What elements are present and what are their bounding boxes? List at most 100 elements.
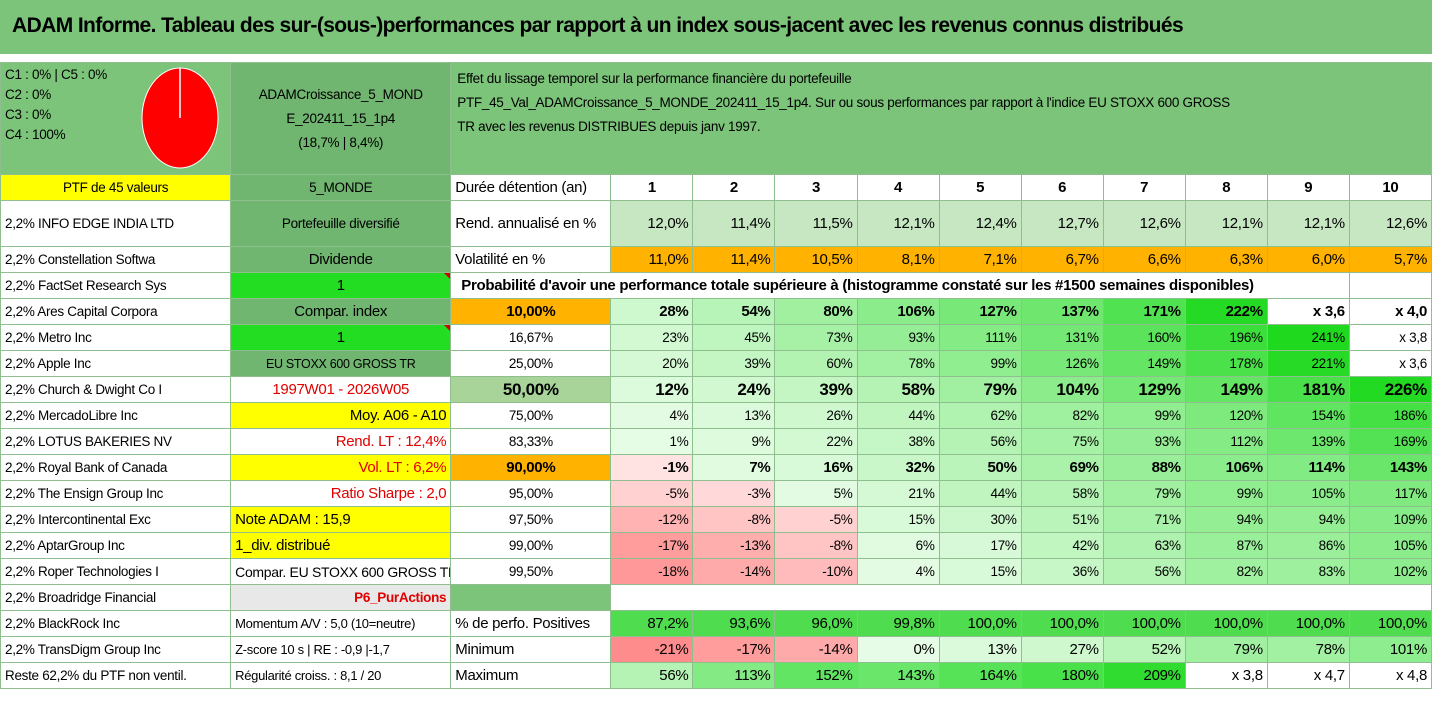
stat-cell: 52% [1102, 636, 1186, 663]
probability-cell: 24% [692, 376, 776, 403]
probability-cell: 58% [856, 376, 940, 403]
probability-cell: 86% [1266, 532, 1350, 559]
vol-cell: 7,1% [938, 246, 1022, 273]
stat-cell: 79% [1184, 636, 1268, 663]
probability-cell: 50% [938, 454, 1022, 481]
probability-cell: 139% [1266, 428, 1350, 455]
probability-cell: 16% [774, 454, 858, 481]
probability-row: 2,2% Metro Inc 1 16,67% 23% 45% 73% 93% 111% 131… [0, 324, 1432, 351]
probability-cell: 39% [774, 376, 858, 403]
probability-row: 2,2% AptarGroup Inc 1_div. distribué 99,00… [0, 532, 1432, 559]
probability-cell: 241% [1266, 324, 1350, 351]
probability-cell: -13% [692, 532, 776, 559]
empty-band [610, 584, 1432, 611]
probability-cell: 21% [856, 480, 940, 507]
vol-cell: 6,0% [1266, 246, 1350, 273]
probability-level: 50,00% [450, 376, 612, 403]
probability-cell: 56% [1102, 558, 1186, 585]
probability-cell: 83% [1266, 558, 1350, 585]
year-7: 7 [1102, 174, 1186, 201]
legend-c1-c5: C1 : 0% | C5 : 0% [5, 67, 107, 82]
momentum: Momentum A/V : 5,0 (10=neutre) [230, 610, 452, 637]
probability-cell: 104% [1020, 376, 1104, 403]
probability-level: 83,33% [450, 428, 612, 455]
stat-cell: 143% [856, 662, 940, 689]
holding-row: 2,2% AptarGroup Inc [0, 532, 232, 559]
sharpe-ratio: Ratio Sharpe : 2,0 [230, 480, 452, 507]
probability-cell: 30% [938, 506, 1022, 533]
selector-cell-1[interactable]: 1 [230, 272, 452, 299]
probability-cell: 78% [856, 350, 940, 377]
legend-c2: C2 : 0% [5, 87, 51, 102]
probability-cell: 106% [1184, 454, 1268, 481]
probability-level: 90,00% [450, 454, 612, 481]
probability-cell: 105% [1348, 532, 1432, 559]
probability-cell: 39% [692, 350, 776, 377]
probability-cell: 17% [938, 532, 1022, 559]
year-2: 2 [692, 174, 776, 201]
vol-cell: 11,4% [692, 246, 776, 273]
holding-row: 2,2% Ares Capital Corpora [0, 298, 232, 325]
probability-cell: 15% [938, 558, 1022, 585]
probability-cell: 38% [856, 428, 940, 455]
probability-cell: 42% [1020, 532, 1104, 559]
probability-cell: 186% [1348, 402, 1432, 429]
probability-cell: 102% [1348, 558, 1432, 585]
probability-cell: 9% [692, 428, 776, 455]
probability-cell: 22% [774, 428, 858, 455]
selector-cell-2[interactable]: 1 [230, 324, 452, 351]
stat-cell: x 4,7 [1266, 662, 1350, 689]
probability-cell: 196% [1184, 324, 1268, 351]
holding-row: 2,2% Roper Technologies I [0, 558, 232, 585]
probability-cell: 99% [938, 350, 1022, 377]
probability-cell: 4% [856, 558, 940, 585]
probability-cell: 93% [1102, 428, 1186, 455]
year-10: 10 [1348, 174, 1432, 201]
probability-level: 99,00% [450, 532, 612, 559]
probability-cell: 131% [1020, 324, 1104, 351]
probability-cell: 5% [774, 480, 858, 507]
rend-cell: 12,6% [1348, 200, 1432, 247]
probability-cell: 26% [774, 402, 858, 429]
stat-cell: 87,2% [610, 610, 694, 637]
rend-cell: 12,1% [1184, 200, 1268, 247]
probability-cell: 143% [1348, 454, 1432, 481]
index-name: EU STOXX 600 GROSS TR [230, 350, 452, 377]
vol-label: Volatilité en % [450, 246, 612, 273]
probability-cell: 20% [610, 350, 694, 377]
probability-row: 2,2% Ares Capital Corpora Compar. index 10… [0, 298, 1432, 325]
positives-label: % de perfo. Positives [450, 610, 612, 637]
stat-cell: 56% [610, 662, 694, 689]
probability-row: 2,2% LOTUS BAKERIES NV Rend. LT : 12,4% 83… [0, 428, 1432, 455]
probability-cell: 63% [1102, 532, 1186, 559]
holding-row: 2,2% Metro Inc [0, 324, 232, 351]
probability-cell: 79% [938, 376, 1022, 403]
stat-cell: x 4,8 [1348, 662, 1432, 689]
vol-cell: 11,0% [610, 246, 694, 273]
maximum-row: Reste 62,2% du PTF non ventil. Régularit… [0, 662, 1432, 689]
probability-cell: 44% [938, 480, 1022, 507]
year-9: 9 [1266, 174, 1350, 201]
probability-cell: 1% [610, 428, 694, 455]
probability-cell: -17% [610, 532, 694, 559]
probability-cell: 154% [1266, 402, 1350, 429]
probability-cell: -5% [774, 506, 858, 533]
probability-title: Probabilité d'avoir une performance tota… [450, 272, 1350, 299]
probability-cell: -8% [692, 506, 776, 533]
probability-cell: 106% [856, 298, 940, 325]
probability-cell: 178% [1184, 350, 1268, 377]
probability-cell: 32% [856, 454, 940, 481]
probability-cell: 129% [1102, 376, 1186, 403]
diversified-tag: Portefeuille diversifié [230, 200, 452, 247]
legend-c4: C4 : 100% [5, 127, 66, 142]
portfolio-name: ADAMCroissance_5_MOND E_202411_15_1p4 (1… [230, 62, 452, 175]
rend-cell: 12,0% [610, 200, 694, 247]
period: 1997W01 - 2026W05 [230, 376, 452, 403]
probability-cell: 60% [774, 350, 858, 377]
stat-cell: 78% [1266, 636, 1350, 663]
holding-row: 2,2% BlackRock Inc [0, 610, 232, 637]
allocation-pie-chart [141, 67, 219, 169]
probability-cell: 160% [1102, 324, 1186, 351]
probability-cell: 87% [1184, 532, 1268, 559]
